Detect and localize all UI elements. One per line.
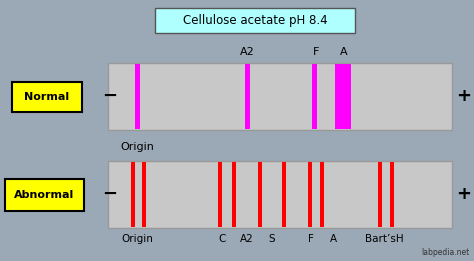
FancyBboxPatch shape — [232, 162, 236, 227]
Text: Abnormal: Abnormal — [14, 190, 74, 200]
Text: −: − — [102, 87, 118, 105]
FancyBboxPatch shape — [12, 82, 82, 112]
FancyBboxPatch shape — [282, 162, 286, 227]
FancyBboxPatch shape — [335, 64, 351, 129]
Text: +: + — [456, 185, 472, 203]
FancyBboxPatch shape — [320, 162, 324, 227]
FancyBboxPatch shape — [390, 162, 394, 227]
FancyBboxPatch shape — [308, 162, 312, 227]
FancyBboxPatch shape — [135, 64, 140, 129]
FancyBboxPatch shape — [245, 64, 250, 129]
FancyBboxPatch shape — [378, 162, 382, 227]
FancyBboxPatch shape — [5, 179, 84, 211]
FancyBboxPatch shape — [131, 162, 135, 227]
Text: +: + — [456, 87, 472, 105]
FancyBboxPatch shape — [108, 161, 452, 228]
FancyBboxPatch shape — [218, 162, 222, 227]
FancyBboxPatch shape — [142, 162, 146, 227]
Text: A2: A2 — [240, 47, 255, 57]
Text: A2: A2 — [240, 234, 254, 244]
Text: Bart’sH: Bart’sH — [365, 234, 403, 244]
Text: S: S — [269, 234, 275, 244]
FancyBboxPatch shape — [108, 63, 452, 130]
FancyBboxPatch shape — [312, 64, 317, 129]
Text: F: F — [313, 47, 319, 57]
Text: Normal: Normal — [25, 92, 70, 102]
Text: −: − — [102, 185, 118, 203]
Text: labpedia.net: labpedia.net — [422, 248, 470, 257]
Text: A: A — [340, 47, 348, 57]
Text: F: F — [308, 234, 314, 244]
FancyBboxPatch shape — [258, 162, 262, 227]
Text: Origin: Origin — [121, 234, 153, 244]
Text: Origin: Origin — [120, 142, 154, 152]
Text: Cellulose acetate pH 8.4: Cellulose acetate pH 8.4 — [182, 14, 328, 27]
FancyBboxPatch shape — [155, 8, 355, 33]
Text: C: C — [219, 234, 226, 244]
Text: A: A — [329, 234, 337, 244]
